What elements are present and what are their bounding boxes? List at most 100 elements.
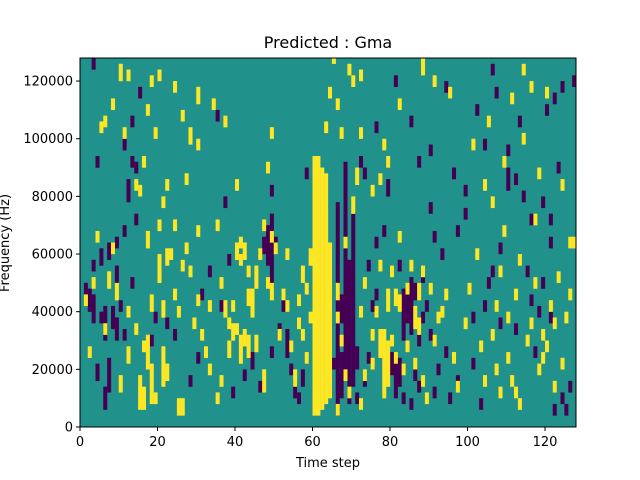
heatmap-cell-low xyxy=(374,288,379,301)
heatmap-cell-high xyxy=(463,317,468,330)
heatmap-cell-high xyxy=(455,380,460,393)
heatmap-cell-high xyxy=(289,340,294,353)
heatmap-cell-low xyxy=(494,86,499,99)
heatmap-cell-high xyxy=(145,104,150,116)
heatmap-cell-low xyxy=(440,248,445,260)
heatmap-cell-low xyxy=(87,288,92,312)
heatmap-cell-low xyxy=(362,167,367,180)
heatmap-cell-low xyxy=(285,328,290,358)
heatmap-cell-low xyxy=(541,196,546,209)
y-tick-label: 40000 xyxy=(32,305,73,320)
heatmap-cell-high xyxy=(517,398,522,410)
heatmap-cell-high xyxy=(382,328,387,399)
heatmap-cell-low xyxy=(455,225,460,237)
heatmap-cell-high xyxy=(235,242,240,260)
heatmap-cell-high xyxy=(176,305,181,318)
heatmap-cell-high xyxy=(91,277,96,289)
heatmap-cell-low xyxy=(304,167,309,180)
heatmap-cell-high xyxy=(440,305,445,318)
heatmap-cell-low xyxy=(219,300,224,312)
heatmap-cell-high xyxy=(548,300,553,312)
heatmap-cell-low xyxy=(560,392,565,405)
heatmap-cell-high xyxy=(95,230,100,243)
heatmap-cell-high xyxy=(529,81,534,93)
heatmap-cell-low xyxy=(529,294,534,307)
heatmap-cell-low xyxy=(428,328,433,341)
heatmap-cell-high xyxy=(417,282,422,301)
heatmap-cell-high xyxy=(269,127,274,139)
heatmap-cell-high xyxy=(227,317,232,330)
heatmap-cell-high xyxy=(184,242,189,255)
heatmap-cell-low xyxy=(130,115,135,128)
heatmap-cell-high xyxy=(362,369,367,382)
heatmap-cell-high xyxy=(227,340,232,358)
heatmap-cell-high xyxy=(421,58,426,76)
heatmap-cell-high xyxy=(134,323,139,335)
heatmap-cell-high xyxy=(138,375,143,410)
heatmap-cell-high xyxy=(386,340,391,387)
heatmap-cell-low xyxy=(99,311,104,324)
y-axis-ticks: 0 20000 40000 60000 80000 100000 120000 xyxy=(23,75,80,436)
x-tick-label: 0 xyxy=(76,435,84,450)
heatmap-cell-high xyxy=(444,288,449,301)
heatmap-cell-high xyxy=(517,254,522,266)
heatmap-cell-high xyxy=(103,323,108,335)
heatmap-cell-high xyxy=(320,167,325,410)
heatmap-cell-low xyxy=(479,398,484,410)
heatmap-cell-low xyxy=(506,144,511,157)
heatmap-cell-low xyxy=(506,167,511,191)
heatmap-cell-high xyxy=(161,196,166,209)
heatmap-cell-low xyxy=(490,265,495,278)
heatmap-cell-high xyxy=(219,277,224,289)
heatmap-cell-low xyxy=(215,109,220,122)
heatmap-cell-low xyxy=(258,380,263,393)
heatmap-cell-high xyxy=(235,323,240,335)
x-tick-label: 60 xyxy=(304,435,321,450)
heatmap-cell-high xyxy=(258,248,263,260)
heatmap-cell-high xyxy=(157,219,162,232)
heatmap-cell-high xyxy=(335,98,340,111)
heatmap-cell-high xyxy=(506,352,511,364)
heatmap-cell-low xyxy=(95,156,100,168)
heatmap-cell-low xyxy=(397,357,402,387)
heatmap-cell-high xyxy=(378,328,383,358)
heatmap-cell-high xyxy=(246,288,251,307)
heatmap-cell-low xyxy=(382,225,387,237)
heatmap-cell-low xyxy=(393,357,398,399)
heatmap-cell-low xyxy=(409,398,414,410)
heatmap-cell-high xyxy=(498,386,503,399)
heatmap-cell-low xyxy=(417,380,422,393)
heatmap-cell-high xyxy=(413,357,418,370)
heatmap-cell-high xyxy=(126,346,131,364)
x-tick-label: 100 xyxy=(455,435,480,450)
heatmap-cell-high xyxy=(204,346,209,358)
heatmap-cell-low xyxy=(114,317,119,341)
heatmap-cell-high xyxy=(494,363,499,376)
heatmap-cell-high xyxy=(494,300,499,312)
heatmap-cell-low xyxy=(91,58,96,70)
heatmap-cell-high xyxy=(405,282,410,295)
heatmap-cell-high xyxy=(335,282,340,301)
heatmap-cell-high xyxy=(552,380,557,393)
heatmap-cell-high xyxy=(335,311,340,324)
heatmap-cell-high xyxy=(118,375,123,393)
heatmap-cell-high xyxy=(413,305,418,330)
x-tick-label: 40 xyxy=(227,435,244,450)
heatmap-cell-high xyxy=(397,294,402,312)
heatmap-cell-low xyxy=(122,138,127,151)
heatmap-cell-low xyxy=(548,213,553,226)
heatmap-cell-high xyxy=(475,248,480,260)
heatmap-cell-high xyxy=(359,305,364,318)
heatmap-cell-low xyxy=(572,75,577,87)
heatmap-cell-low xyxy=(297,392,302,405)
heatmap-cell-low xyxy=(452,167,457,180)
heatmap-cell-high xyxy=(83,294,88,307)
heatmap-cell-high xyxy=(331,58,336,64)
heatmap-cell-high xyxy=(196,225,201,237)
heatmap-cell-low xyxy=(374,236,379,249)
heatmap-cell-low xyxy=(564,403,569,416)
heatmap-cell-high xyxy=(223,300,228,318)
heatmap-cell-high xyxy=(390,334,395,347)
heatmap-cell-low xyxy=(293,380,298,399)
heatmap-cell-high xyxy=(386,288,391,312)
